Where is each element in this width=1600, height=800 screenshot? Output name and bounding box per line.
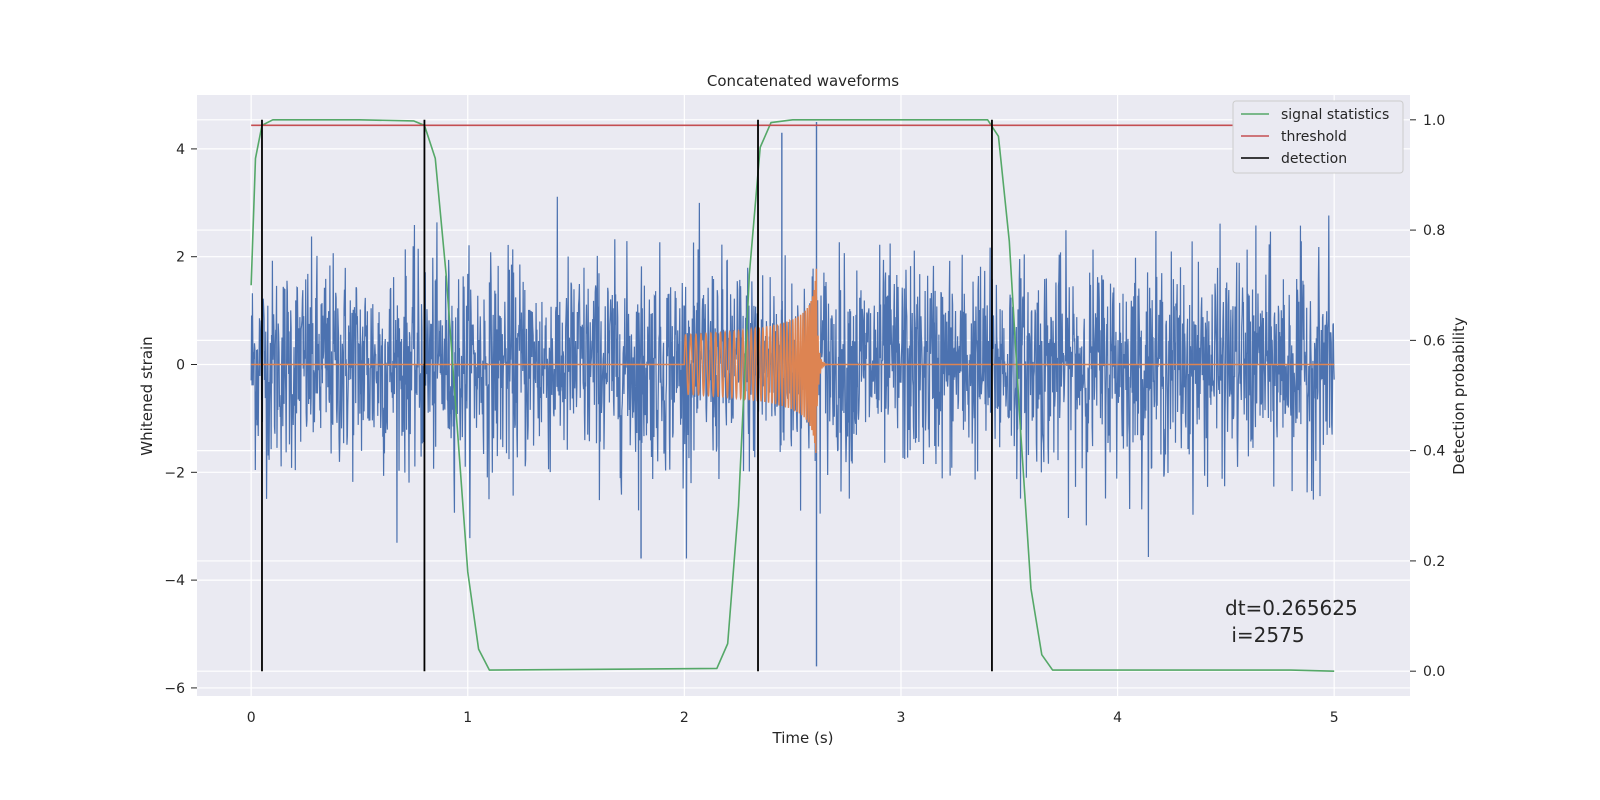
y-tick-label-right: 1.0 <box>1423 113 1445 129</box>
x-tick-label: 1 <box>463 710 472 726</box>
chart-title: Concatenated waveforms <box>707 72 899 90</box>
y-tick-label-left: 0 <box>176 358 185 374</box>
signal-statistics-line <box>250 119 1335 672</box>
x-tick-label: 0 <box>247 710 256 726</box>
x-tick-label: 2 <box>680 710 689 726</box>
x-tick-label: 4 <box>1113 710 1122 726</box>
y-tick-label-right: 0.0 <box>1423 664 1445 680</box>
legend-label-threshold: threshold <box>1281 129 1347 145</box>
y-tick-label-left: −2 <box>164 465 185 481</box>
y-tick-label-left: 2 <box>176 250 185 266</box>
y-axis-label-right: Detection probability <box>1450 317 1468 475</box>
x-tick-label: 5 <box>1330 710 1339 726</box>
x-axis-label: Time (s) <box>772 729 834 747</box>
y-tick-label-left: 4 <box>176 142 185 158</box>
legend-box <box>1232 100 1404 174</box>
series-layer <box>250 119 1335 672</box>
annotation-dt: dt=0.265625 <box>1225 596 1358 620</box>
annotation-i: i=2575 <box>1225 623 1305 647</box>
y-tick-label-right: 0.2 <box>1423 554 1445 570</box>
chirp-series-line <box>251 268 1335 454</box>
y-tick-label-right: 0.4 <box>1423 444 1445 460</box>
y-tick-label-left: −4 <box>164 573 185 589</box>
y-tick-label-right: 0.6 <box>1423 333 1445 349</box>
y-tick-label-left: −6 <box>164 681 185 697</box>
x-tick-label: 3 <box>897 710 906 726</box>
legend: signal statistics threshold detection <box>1232 100 1404 174</box>
y-axis-label-left: Whitened strain <box>138 336 156 455</box>
legend-label-detection: detection <box>1281 151 1347 167</box>
ticks: 0 1 2 3 4 5 −6 −4 −2 0 2 4 0.0 0.2 0.4 0.6 0.8 1.0 <box>164 113 1445 726</box>
legend-label-signal-statistics: signal statistics <box>1281 107 1389 123</box>
y-tick-label-right: 0.8 <box>1423 223 1445 239</box>
